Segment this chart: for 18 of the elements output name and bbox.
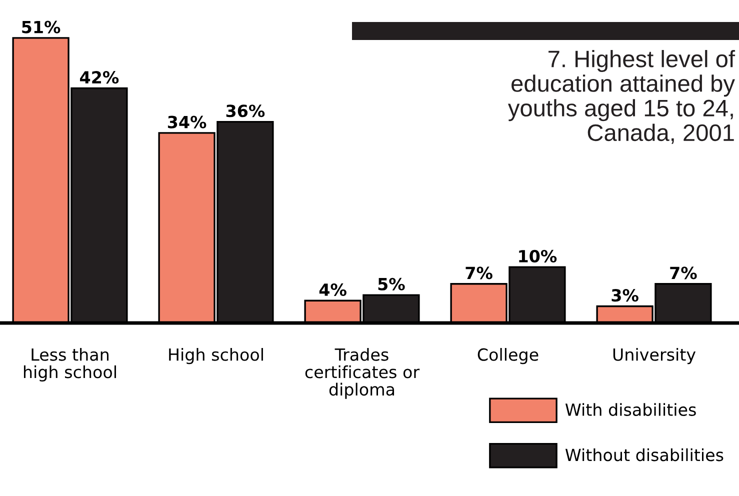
- data-label: 5%: [378, 278, 405, 290]
- x-tick-label: Less than high school: [24, 348, 116, 382]
- data-label: 4%: [319, 283, 346, 296]
- x-tick-label: High school: [169, 348, 263, 364]
- legend-label: Without disabilities: [565, 448, 724, 462]
- data-label: 10%: [519, 250, 557, 262]
- text: 7. Highest level of education attained by youths aged 15 to 24, Canada, 2001: [508, 50, 736, 144]
- x-tick-label: Trades certificates or diploma: [305, 348, 420, 399]
- data-label: 7%: [466, 266, 492, 280]
- data-label: 34%: [168, 116, 206, 128]
- legend-label: With disabilities: [565, 403, 696, 416]
- data-label: 42%: [80, 71, 119, 84]
- data-label: 51%: [22, 20, 60, 34]
- data-label: 7%: [670, 266, 697, 280]
- x-tick-label: College: [478, 348, 538, 364]
- data-label: 36%: [226, 104, 265, 118]
- data-label: 3%: [612, 289, 638, 302]
- x-tick-label: University: [613, 348, 696, 364]
